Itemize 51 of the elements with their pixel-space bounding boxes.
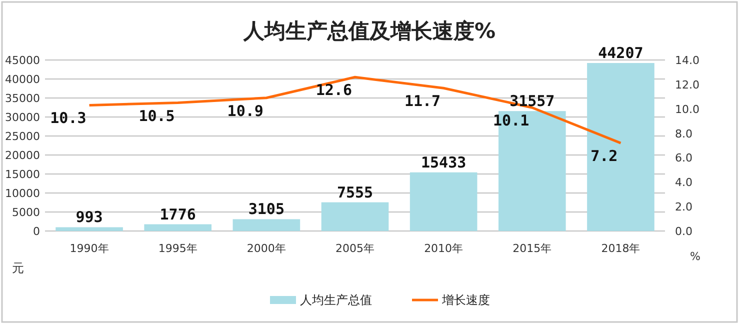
legend-label: 增长速度	[441, 293, 490, 307]
y2-tick-label: 4.0	[675, 176, 692, 190]
data-label: 44207	[598, 44, 644, 62]
data-label: 1776	[160, 205, 196, 224]
data-label: 15433	[420, 153, 466, 172]
x-tick-label: 1995年	[158, 242, 198, 255]
legend-label: 人均生产总值	[300, 293, 372, 307]
x-tick-label: 2010年	[424, 242, 464, 255]
y2-tick-label: 10.0	[675, 102, 700, 116]
x-tick-label: 2005年	[336, 242, 374, 255]
y2-tick-label: 12.0	[675, 78, 700, 92]
y-tick-label: 10000	[5, 187, 40, 200]
data-label: 3105	[248, 200, 284, 218]
data-label: 7.2	[590, 147, 618, 166]
bar	[232, 219, 300, 231]
y-axis-title: 元	[12, 261, 24, 275]
bar	[144, 224, 212, 231]
y-tick-label: 45000	[5, 54, 40, 67]
data-label: 11.7	[404, 92, 441, 110]
data-label: 10.3	[50, 109, 86, 128]
bar	[56, 227, 123, 231]
x-tick-label: 2018年	[601, 242, 640, 255]
y2-tick-label: 2.0	[675, 200, 692, 214]
bar	[321, 202, 389, 231]
y-tick-label: 15000	[5, 168, 40, 181]
y-tick-label: 0	[33, 225, 40, 238]
y2-tick-label: 0.0	[675, 225, 692, 238]
y2-tick-label: 6.0	[675, 152, 692, 165]
data-label: 10.1	[493, 112, 530, 130]
data-label: 12.6	[316, 81, 352, 100]
bar	[587, 63, 654, 231]
x-tick-label: 1990年	[70, 242, 109, 255]
line-series	[88, 76, 622, 144]
data-label: 31557	[510, 92, 555, 110]
data-label: 7555	[336, 183, 374, 202]
data-label: 993	[76, 208, 103, 226]
data-label: 10.5	[138, 106, 175, 125]
x-tick-label: 2015年	[512, 242, 552, 255]
y2-tick-label: 8.0	[675, 127, 692, 140]
x-tick-label: 2000年	[246, 242, 286, 255]
chart-title: 人均生产总值及增长速度%	[242, 19, 496, 43]
y2-axis-title: %	[690, 250, 700, 263]
bar	[410, 172, 478, 231]
y-tick-label: 35000	[5, 92, 40, 105]
y-tick-label: 40000	[5, 73, 40, 86]
y2-tick-label: 14.0	[675, 54, 700, 67]
y-tick-label: 25000	[5, 130, 40, 143]
data-label: 10.9	[227, 102, 264, 120]
y-tick-label: 20000	[5, 149, 40, 162]
y-tick-label: 30000	[5, 111, 40, 124]
y-tick-label: 5000	[12, 206, 40, 219]
